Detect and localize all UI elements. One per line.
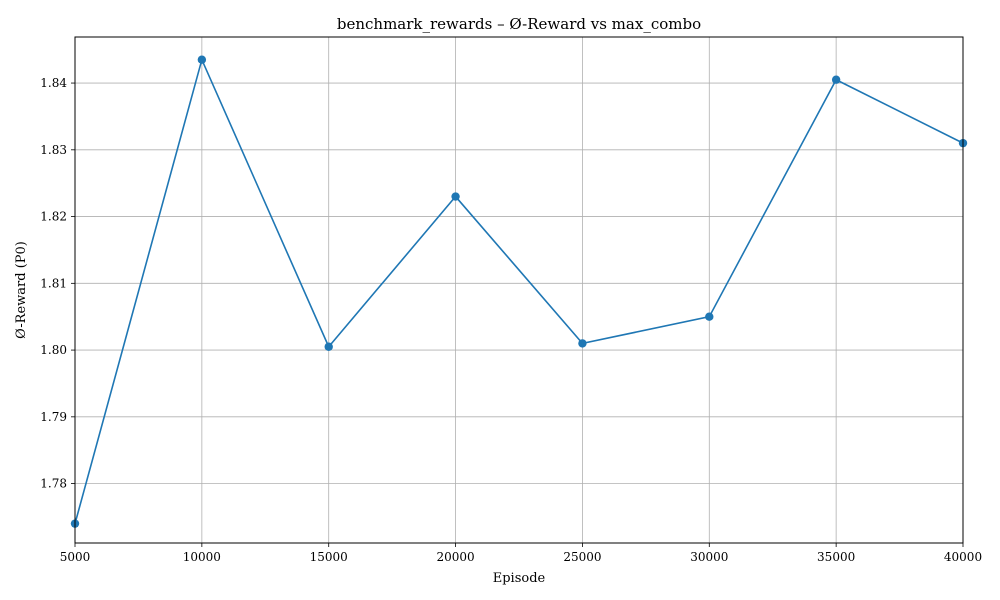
x-tick-label: 25000	[563, 550, 601, 564]
grid	[74, 37, 964, 543]
y-axis-label: Ø-Reward (P0)	[14, 241, 29, 339]
data-point	[451, 192, 460, 201]
y-tick-label: 1.84	[40, 76, 67, 90]
data-point	[578, 339, 587, 348]
y-tick-label: 1.83	[40, 143, 67, 157]
series-line	[74, 57, 964, 524]
plot-area-frame	[74, 36, 964, 544]
x-tick-label: 5000	[60, 550, 91, 564]
data-point	[831, 75, 841, 84]
chart-title: benchmark_rewards – Ø-Reward vs max_comb…	[337, 15, 701, 33]
x-tick-label: 15000	[310, 550, 348, 564]
series-line-layer	[74, 57, 964, 524]
data-point	[324, 342, 333, 351]
x-axis-ticks: 5000 10000 15000 20000 25000 30000 35000 40000	[60, 543, 982, 564]
x-tick-label: 20000	[436, 550, 474, 564]
data-point	[705, 312, 714, 321]
data-points	[70, 55, 968, 528]
x-tick-label: 10000	[183, 550, 221, 564]
y-tick-label: 1.78	[40, 477, 67, 491]
y-tick-label: 1.80	[40, 343, 67, 357]
data-point	[197, 55, 207, 64]
x-tick-label: 35000	[817, 550, 855, 564]
y-axis-ticks: 1.78 1.79 1.80 1.81 1.82 1.83 1.84	[40, 76, 75, 491]
x-tick-label: 30000	[690, 550, 728, 564]
y-tick-label: 1.82	[40, 210, 67, 224]
x-axis-label: Episode	[493, 571, 546, 586]
x-tick-label: 40000	[944, 550, 982, 564]
y-tick-label: 1.79	[40, 410, 67, 424]
y-tick-label: 1.81	[40, 276, 67, 290]
